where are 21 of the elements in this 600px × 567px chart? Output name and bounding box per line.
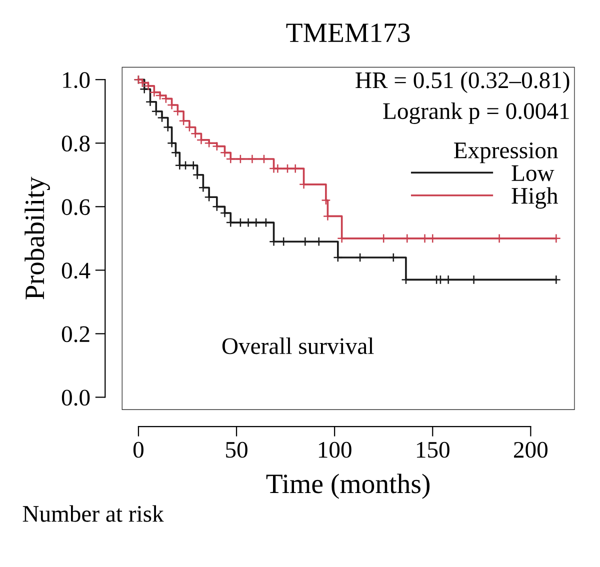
text: Number at risk bbox=[22, 505, 164, 522]
y-tick-label: 1.0 bbox=[63, 72, 90, 88]
legend-label: Low bbox=[512, 165, 554, 182]
annotation: Logrank p = 0.0041 bbox=[383, 102, 569, 124]
x-tick-label: 200 bbox=[514, 442, 548, 458]
chart-title: TMEM173 bbox=[286, 24, 410, 42]
x-tick-label: 0 bbox=[133, 442, 144, 458]
legend-label: High bbox=[512, 187, 558, 209]
x-tick-label: 100 bbox=[318, 442, 352, 458]
annotation: Overall survival bbox=[222, 337, 374, 354]
x-tick-label: 50 bbox=[226, 442, 248, 458]
y-tick-label: 0.4 bbox=[62, 262, 90, 279]
y-tick-label: 0.8 bbox=[62, 136, 90, 152]
x-tick-label: 150 bbox=[416, 442, 450, 458]
y-tick-label: 0.6 bbox=[62, 199, 90, 216]
y-tick-label: 0.0 bbox=[62, 390, 90, 406]
y-axis-title: Probability bbox=[24, 176, 50, 300]
legend-title: Expression bbox=[454, 142, 558, 164]
y-tick-label: 0.2 bbox=[62, 326, 90, 342]
annotation: HR = 0.51 (0.32–0.81) bbox=[356, 72, 570, 94]
x-axis-title: Time (months) bbox=[266, 474, 430, 499]
